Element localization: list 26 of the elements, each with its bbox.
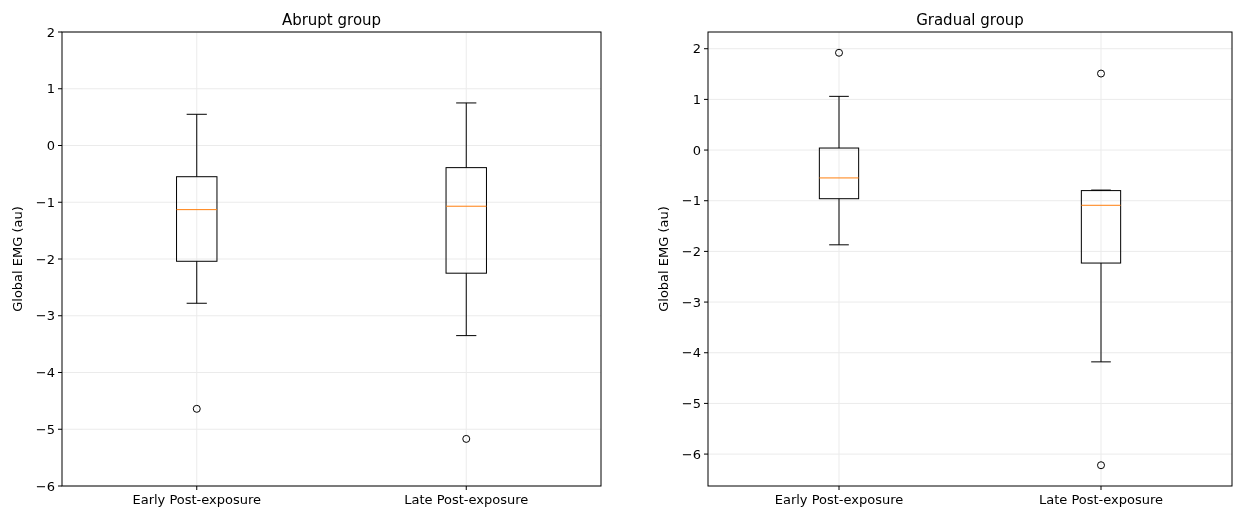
y-tick-label: −5 [681,395,701,411]
y-axis-title: Global EMG (au) [10,206,25,312]
y-tick-label: 2 [46,24,55,40]
y-tick-label: 0 [692,142,701,158]
y-tick-label: −3 [35,308,55,324]
y-tick-label: −2 [35,251,55,267]
y-axis-title: Global EMG (au) [656,206,671,312]
y-tick-label: −4 [35,365,55,381]
y-tick-label: −1 [681,193,701,209]
y-tick-label: 1 [46,81,55,97]
y-tick-label: 2 [692,41,701,57]
y-tick-label: −6 [35,478,55,494]
y-tick-label: −5 [35,421,55,437]
y-tick-label: −3 [681,294,701,310]
y-tick-label: −4 [681,345,701,361]
x-tick-label: Late Post-exposure [404,492,529,507]
chart-title: Gradual group [916,11,1024,29]
y-tick-label: 0 [46,138,55,154]
x-tick-label: Early Post-exposure [774,492,904,507]
y-tick-label: 1 [692,91,701,107]
x-tick-label: Late Post-exposure [1038,492,1164,507]
y-tick-label: −2 [681,243,701,259]
x-tick-label: Early Post-exposure [132,492,262,507]
y-tick-label: −1 [35,194,55,210]
y-tick-label: −6 [681,446,701,462]
chart-title: Abrupt group [281,11,382,29]
